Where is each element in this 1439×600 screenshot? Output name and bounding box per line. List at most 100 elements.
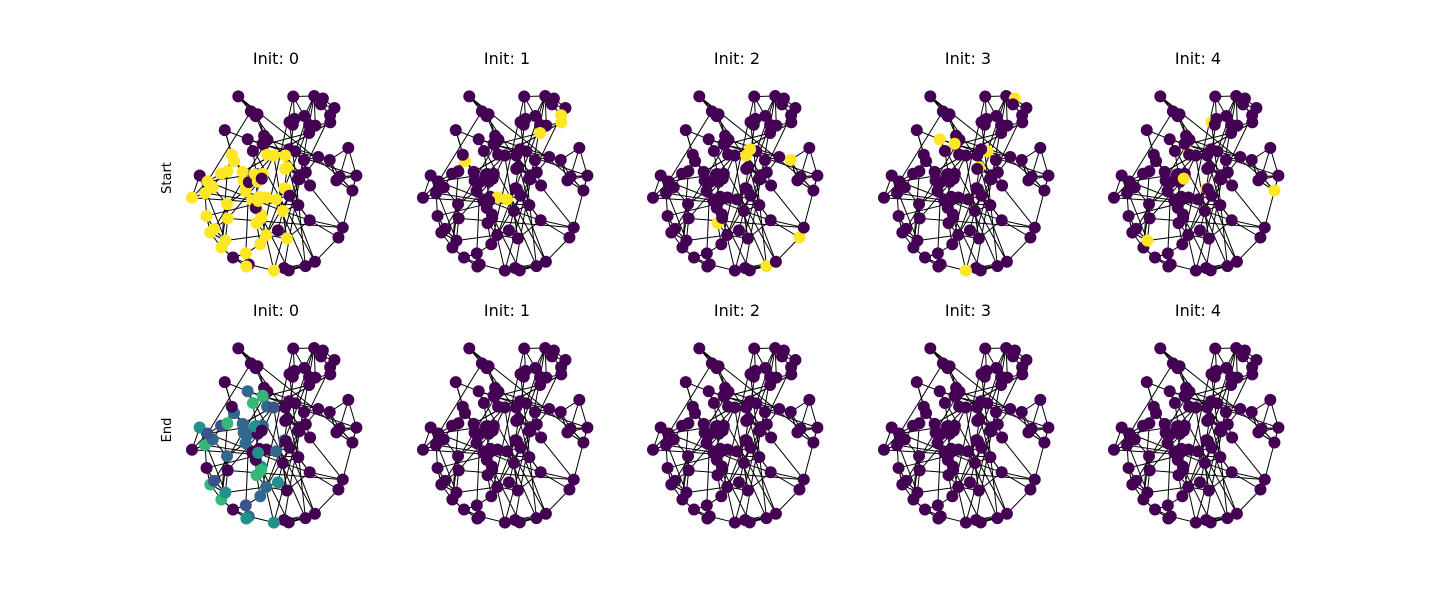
graph-node (996, 179, 1009, 192)
graph-node (892, 461, 905, 474)
graph-node (968, 205, 981, 218)
graph-node (687, 251, 700, 264)
graph-node (452, 450, 465, 463)
graph-node (717, 389, 730, 402)
graph-node (252, 446, 265, 459)
graph-node (892, 209, 905, 222)
graph-node (1225, 214, 1238, 227)
graph-node (721, 228, 734, 241)
graph-node (530, 512, 543, 525)
graph-node (1189, 516, 1202, 529)
graph-node (1189, 401, 1202, 414)
graph-edge (1264, 190, 1275, 228)
graph-node (332, 231, 345, 244)
graph-node (287, 90, 300, 103)
graph-node (1221, 418, 1234, 431)
graph-node (737, 205, 750, 218)
graph-node (1177, 424, 1190, 437)
graph-edge (686, 234, 728, 242)
graph-node (1177, 172, 1190, 185)
graph-node (332, 483, 345, 496)
graph-panel (646, 90, 824, 277)
graph-node (984, 199, 997, 212)
graph-edge (207, 363, 252, 434)
graph-node (226, 503, 239, 516)
graph-node (517, 370, 530, 383)
graph-node (991, 418, 1004, 431)
graph-node (472, 133, 485, 146)
graph-node (472, 385, 485, 398)
graph-node (577, 436, 590, 449)
graph-node (732, 476, 745, 489)
graph-node (661, 461, 674, 474)
graph-node (978, 118, 991, 131)
graph-edge (1034, 442, 1045, 480)
graph-node (240, 260, 253, 273)
graph-node (1245, 153, 1258, 166)
graph-node (760, 512, 773, 525)
graph-node (299, 166, 312, 179)
graph-node (539, 255, 552, 268)
graph-node (292, 451, 305, 464)
graph-edge (1264, 442, 1275, 480)
graph-node (1006, 98, 1019, 111)
graph-node (431, 209, 444, 222)
graph-node (350, 169, 363, 182)
panel-title: Init: 0 (253, 301, 299, 320)
graph-node (534, 214, 547, 227)
graph-node (716, 211, 729, 224)
graph-node (928, 165, 941, 178)
graph-node (938, 145, 951, 158)
graph-edge (883, 197, 991, 206)
graph-node (480, 362, 493, 375)
graph-node (697, 417, 710, 430)
graph-node (933, 385, 946, 398)
graph-node (240, 512, 253, 525)
graph-node (249, 110, 262, 123)
graph-node (452, 464, 465, 477)
graph-edge (1129, 173, 1179, 182)
graph-node (298, 362, 311, 375)
graph-node (1201, 414, 1214, 427)
row-label-start: Start (160, 162, 175, 194)
graph-node (743, 264, 756, 277)
graph-node (485, 238, 498, 251)
graph-node (1221, 260, 1234, 273)
graph-node (498, 516, 511, 529)
graph-node (287, 342, 300, 355)
graph-node (747, 370, 760, 383)
graph-node (449, 124, 462, 137)
graph-node (1193, 224, 1206, 237)
graph-node (990, 110, 1003, 123)
graph-edge (917, 486, 959, 494)
graph-node (947, 172, 960, 185)
graph-node (1147, 400, 1160, 413)
graph-node (893, 175, 906, 188)
graph-edge (1113, 197, 1221, 206)
graph-node (1000, 507, 1013, 520)
graph-node (1225, 378, 1238, 391)
graph-node (324, 361, 337, 374)
graph-node (486, 424, 499, 437)
graph-node (312, 402, 325, 415)
graph-node (218, 376, 231, 389)
graph-node (299, 260, 312, 273)
graph-node (1230, 507, 1243, 520)
graph-node (1107, 443, 1120, 456)
graph-node (581, 169, 594, 182)
graph-edge (456, 486, 498, 494)
graph-node (740, 162, 753, 175)
graph-node (728, 264, 741, 277)
graph-node (432, 427, 445, 440)
graph-node (450, 486, 463, 499)
graph-node (1214, 451, 1227, 464)
graph-node (276, 457, 289, 470)
graph-node (773, 402, 786, 415)
graph-node (555, 361, 568, 374)
graph-node (254, 490, 267, 503)
graph-node (308, 255, 321, 268)
graph-node (1182, 480, 1195, 493)
graph-node (1028, 473, 1041, 486)
panel-title: Init: 4 (1175, 49, 1221, 68)
graph-node (1189, 264, 1202, 277)
